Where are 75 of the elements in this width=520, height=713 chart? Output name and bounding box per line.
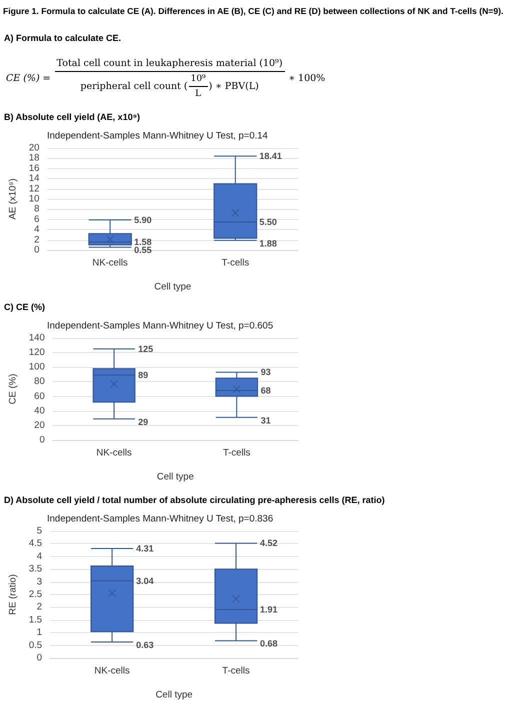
text: L [195,88,202,99]
y-tick-label: 60 [34,390,45,402]
y-tick-label: 0 [34,244,40,256]
annotation: 0.55 [134,245,152,256]
y-tick-label: 2 [34,234,40,246]
y-tick-label: 2.5 [28,589,42,600]
text: Figure 1. Formula to calculate CE (A). Differences in AE (B), CE (C) and RE (D) between collections of NK and T-cells (N=9). [3,6,504,16]
annotation: 0.63 [136,640,154,650]
chart-subtitle: Independent-Samples Mann-Whitney U Test, p=0.14 [47,130,268,142]
y-tick-label: 0 [39,434,45,446]
text: ∗ 100% [288,73,326,84]
y-tick-label: 0.5 [28,640,42,651]
y-tick-label: 1 [36,627,42,638]
y-tick-label: 120 [28,347,45,358]
y-tick-label: 4.5 [28,538,42,550]
y-tick-label: 1.5 [28,614,42,626]
y-tick-label: 4 [36,550,42,562]
y-tick-label: 5 [36,526,42,536]
x-tick-label: T-cells [222,666,250,676]
y-axis-title: CE (%) [8,374,18,404]
y-axis-title: RE (ratio) [8,574,18,615]
annotation: 89 [138,370,148,380]
annotation: 4.31 [136,544,154,554]
chart-subtitle: Independent-Samples Mann-Whitney U Test, p=0.836 [47,514,274,524]
chart-title: C) CE (%) [4,302,45,312]
annotation: 5.50 [259,216,277,227]
annotation: 29 [138,416,148,427]
text: Total cell count in leukapheresis material (10⁹) [54,58,285,72]
x-tick-label: T-cells [222,448,251,458]
x-tick-label: NK-cells [94,666,130,676]
x-tick-label: NK-cells [96,448,132,458]
annotation: 5.90 [134,214,152,225]
y-tick-label: 10 [28,194,40,204]
text: CE (%) = [6,73,51,84]
y-tick-label: 4 [34,224,40,236]
y-tick-label: 20 [28,142,40,154]
y-tick-label: 8 [34,204,40,215]
text: peripheral cell count ( [80,81,188,92]
annotation: 1.58 [134,236,152,247]
y-tick-label: 2 [36,602,42,613]
y-tick-label: 20 [34,420,45,431]
annotation: 4.52 [260,538,278,548]
annotation: 68 [260,385,271,396]
text: A) Formula to calculate CE. [4,33,122,43]
annotation: 125 [138,344,154,354]
y-tick-label: 0 [36,652,42,664]
y-tick-label: 40 [34,405,45,416]
x-axis-title: Cell type [154,282,192,292]
annotation: 31 [260,415,271,426]
y-tick-label: 3.5 [28,564,42,575]
annotation: 1.91 [260,604,278,614]
y-axis-title: AE (x10⁹) [8,178,18,220]
x-tick-label: T-cells [222,258,250,268]
text: ) ∗ PBV(L) [208,81,259,92]
y-tick-label: 16 [28,162,40,174]
y-tick-label: 80 [34,376,45,388]
y-tick-label: 14 [28,173,40,184]
x-axis-title: Cell type [156,690,193,700]
annotation: 18.41 [259,151,282,162]
y-tick-label: 100 [28,362,45,373]
chart-title: D) Absolute cell yield / total number of absolute circulating pre-apheresis cells (RE, ratio) [4,495,385,505]
annotation: 1.88 [259,238,277,248]
y-tick-label: 140 [28,332,45,344]
x-tick-label: NK-cells [92,258,128,268]
text: 10⁹ [188,74,208,87]
annotation: 0.68 [260,638,278,649]
y-tick-label: 12 [28,183,40,194]
annotation: 93 [260,367,271,378]
y-tick-label: 3 [36,576,42,588]
y-tick-label: 6 [34,214,40,225]
chart-title: B) Absolute cell yield (AE, x10⁹) [4,112,140,122]
x-axis-title: Cell type [156,472,194,482]
y-tick-label: 18 [28,152,40,164]
chart-subtitle: Independent-Samples Mann-Whitney U Test, p=0.605 [47,320,274,332]
annotation: 3.04 [136,576,154,586]
